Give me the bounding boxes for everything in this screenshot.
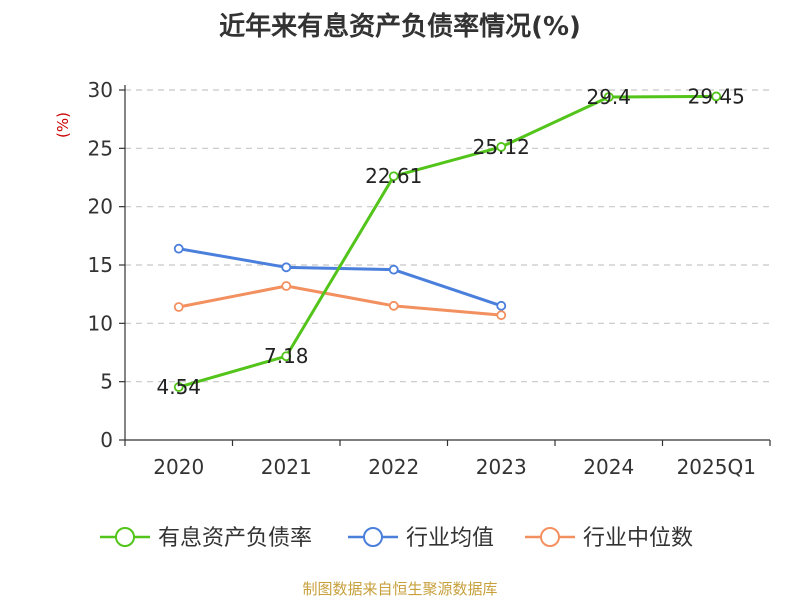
data-point	[388, 171, 399, 182]
legend-marker	[115, 527, 135, 547]
data-point	[388, 264, 399, 275]
data-point	[173, 302, 184, 312]
y-tick-label: 10	[88, 311, 113, 335]
grid-lines	[125, 89, 770, 383]
y-tick-label: 0	[100, 428, 113, 452]
data-point	[173, 243, 184, 254]
data-point	[496, 142, 507, 152]
y-axis-unit: (%)	[54, 112, 72, 138]
y-tick-label: 20	[88, 195, 113, 219]
data-point	[711, 91, 722, 102]
y-tick-label: 5	[100, 370, 113, 394]
y-tick-label: 15	[88, 253, 113, 277]
x-tick-label: 2023	[476, 455, 527, 479]
legend: 有息资产负债率 行业均值 行业中位数	[100, 526, 693, 551]
series-layer	[173, 91, 722, 392]
data-label: 25.12	[473, 135, 530, 159]
x-tick-label: 2020	[153, 455, 204, 479]
x-tick-label: 2022	[368, 455, 419, 479]
legend-marker	[363, 527, 383, 547]
y-tick-label: 25	[88, 136, 113, 160]
legend-label: 行业均值	[406, 526, 494, 551]
data-point	[603, 92, 614, 102]
x-tick-label: 2021	[261, 455, 312, 479]
x-tick-label: 2025Q1	[677, 455, 756, 479]
data-label: 22.61	[365, 164, 422, 188]
x-tick-label: 2024	[583, 455, 634, 479]
data-label: 4.54	[156, 375, 201, 399]
data-point	[281, 351, 292, 362]
y-tick-label: 30	[88, 78, 113, 102]
data-point	[496, 310, 507, 321]
series-line	[178, 94, 717, 389]
data-label: 7.18	[264, 344, 309, 368]
legend-marker	[540, 527, 560, 547]
data-label: 29.4	[586, 85, 631, 109]
data-label: 29.45	[688, 84, 745, 108]
data-point	[388, 300, 399, 311]
data-point	[281, 262, 292, 273]
axes: 0 5 10 15 20 25 30 2020 2021 2022 2023 2024 2025Q1 (%…	[54, 78, 771, 479]
legend-label: 行业中位数	[583, 526, 693, 551]
legend-label: 有息资产负债率	[158, 526, 312, 551]
data-point	[281, 281, 292, 291]
data-point	[173, 382, 184, 392]
source-note: 制图数据来自恒生聚源数据库	[302, 580, 498, 598]
series-line	[178, 284, 502, 317]
data-point	[496, 300, 507, 311]
chart-title: 近年来有息资产负债率情况(%)	[219, 12, 581, 42]
data-labels: 4.54 7.18 22.61 25.12 29.4 29.45	[156, 84, 744, 399]
